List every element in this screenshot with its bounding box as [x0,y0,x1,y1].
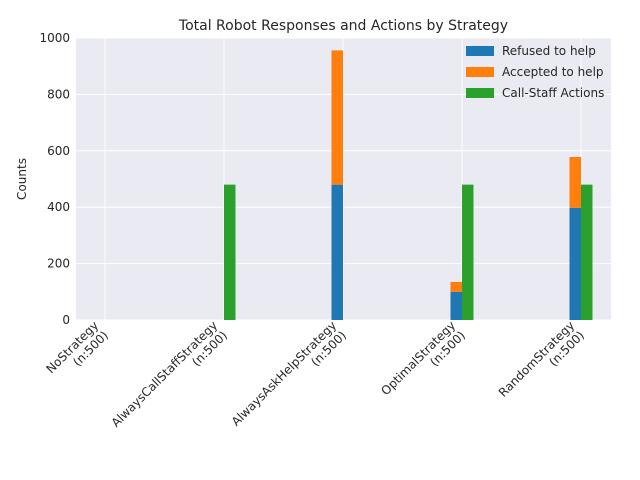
x-tick-label-line: AlwaysAskHelpStrategy [229,318,339,428]
x-tick-label: AlwaysAskHelpStrategy(n:500) [229,318,349,428]
x-tick-label: RandomStrategy(n:500) [496,318,587,399]
legend-swatch [466,67,494,77]
legend-swatch [466,88,494,98]
legend: Refused to help Accepted to help Call-Staf… [466,44,604,100]
legend-label: Accepted to help [502,65,604,79]
chart-title: Total Robot Responses and Actions by Str… [178,18,508,34]
bar-accepted-to-help [569,157,581,208]
bar-refused-to-help [450,291,462,320]
legend-swatch [466,46,494,56]
bar-call-staff-actions [224,184,236,320]
bar-refused-to-help [569,207,581,320]
x-tick-label: OptimalStrategy(n:500) [378,318,468,398]
y-tick-label: 200 [47,257,70,271]
legend-label: Call-Staff Actions [502,86,604,100]
bar-accepted-to-help [331,50,343,185]
bar-refused-to-help [331,184,343,320]
y-tick-label: 0 [62,313,70,327]
x-tick-label: NoStrategy(n:500) [43,318,111,376]
bars [224,50,593,320]
y-axis-ticks: 0 200 400 600 800 1000 [39,31,70,327]
x-tick-label-line: AlwaysCallStaffStrategy [109,318,221,430]
y-tick-label: 1000 [39,31,70,45]
y-axis-label: Counts [15,158,29,200]
y-tick-label: 800 [47,87,70,101]
x-tick-label: AlwaysCallStaffStrategy(n:500) [109,318,231,430]
y-tick-label: 600 [47,144,70,158]
x-axis-ticks: NoStrategy(n:500)AlwaysCallStaffStrategy… [43,318,587,430]
bar-call-staff-actions [462,184,474,320]
bar-accepted-to-help [450,281,462,292]
bar-call-staff-actions [581,184,593,320]
y-tick-label: 400 [47,200,70,214]
legend-label: Refused to help [502,44,596,58]
